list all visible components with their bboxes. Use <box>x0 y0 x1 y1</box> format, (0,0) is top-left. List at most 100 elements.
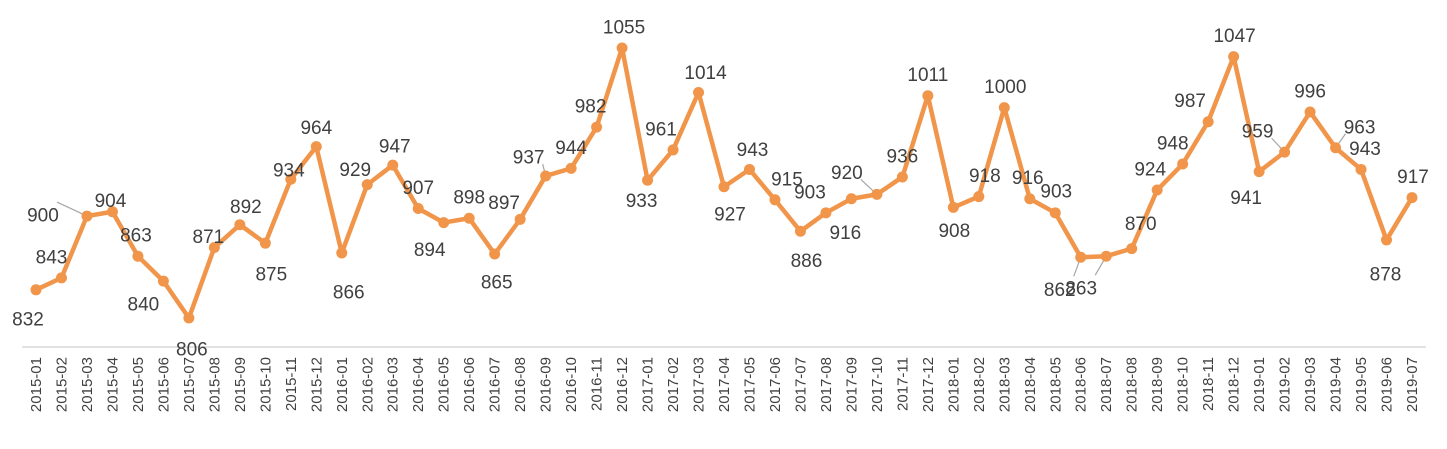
data-label: 959 <box>1242 122 1274 143</box>
x-tick-label: 2018-03 <box>996 357 1013 412</box>
data-label: 916 <box>830 223 862 244</box>
x-tick-label: 2017-05 <box>741 357 758 412</box>
data-label: 941 <box>1230 188 1262 209</box>
x-tick-label: 2016-07 <box>487 357 504 412</box>
data-point <box>565 162 577 174</box>
data-label: 936 <box>887 147 919 168</box>
data-point <box>387 159 399 171</box>
data-label: 832 <box>12 309 44 330</box>
x-tick-label: 2017-08 <box>818 357 835 412</box>
x-tick-label: 2015-09 <box>232 357 249 412</box>
data-label: 907 <box>402 178 434 199</box>
data-point <box>1406 192 1418 204</box>
x-tick-label: 2016-04 <box>410 357 427 412</box>
data-point <box>1126 243 1138 255</box>
data-label: 996 <box>1294 81 1326 102</box>
data-label: 982 <box>575 97 607 118</box>
x-tick-label: 2016-03 <box>385 357 402 412</box>
x-tick-label: 2017-06 <box>767 357 784 412</box>
data-point <box>1049 207 1061 219</box>
data-point <box>1304 106 1316 118</box>
x-tick-label: 2018-09 <box>1149 357 1166 412</box>
data-label: 903 <box>794 182 826 203</box>
data-point <box>1279 146 1291 158</box>
data-label: 961 <box>645 119 677 140</box>
data-point <box>871 188 883 200</box>
x-tick-label: 2018-07 <box>1098 357 1115 412</box>
x-tick-label: 2018-11 <box>1200 357 1217 411</box>
data-label: 886 <box>791 251 823 272</box>
data-point <box>132 250 144 262</box>
data-point <box>514 213 526 225</box>
data-point <box>1253 166 1265 178</box>
data-label: 947 <box>379 137 411 158</box>
x-tick-label: 2015-01 <box>28 357 45 412</box>
data-point <box>591 121 603 133</box>
x-tick-label: 2018-01 <box>945 357 962 412</box>
data-point <box>973 191 985 203</box>
x-tick-label: 2017-11 <box>894 357 911 411</box>
data-point <box>285 173 297 185</box>
data-label: 929 <box>339 160 371 181</box>
data-label: 843 <box>36 247 68 268</box>
data-point <box>106 206 118 218</box>
data-label: 963 <box>1344 117 1376 138</box>
data-label: 875 <box>255 265 287 286</box>
data-point <box>81 210 93 222</box>
data-label: 943 <box>1349 139 1381 160</box>
x-tick-label: 2019-02 <box>1277 357 1294 412</box>
data-label: 862 <box>1044 280 1076 301</box>
x-tick-label: 2018-08 <box>1124 357 1141 412</box>
x-tick-label: 2015-03 <box>79 357 96 412</box>
x-tick-label: 2016-08 <box>512 357 529 412</box>
data-label: 943 <box>737 140 769 161</box>
data-label: 865 <box>481 273 513 294</box>
x-tick-label: 2017-03 <box>691 357 708 412</box>
x-tick-label: 2018-06 <box>1073 357 1090 412</box>
data-label: 924 <box>1134 160 1166 181</box>
data-point <box>336 247 348 259</box>
x-tick-label: 2019-04 <box>1328 357 1345 412</box>
data-label: 878 <box>1370 264 1402 285</box>
data-label: 1014 <box>684 63 727 84</box>
x-tick-labels: 2015-01 2015-02 2015-03 2015-04 2015-05 2015-… <box>28 357 1421 412</box>
data-label: 840 <box>128 295 160 316</box>
x-tick-label: 2015-02 <box>53 357 70 412</box>
x-tick-label: 2016-12 <box>614 357 631 412</box>
x-tick-label: 2019-01 <box>1251 357 1268 412</box>
data-label: 871 <box>193 227 225 248</box>
data-label: 806 <box>176 340 208 361</box>
data-point <box>743 163 755 175</box>
data-point <box>667 144 679 156</box>
data-label: 892 <box>230 197 262 218</box>
data-label: 904 <box>95 191 127 212</box>
data-point <box>718 181 730 193</box>
x-tick-label: 2018-05 <box>1047 357 1064 412</box>
data-point <box>1075 251 1087 263</box>
data-point <box>183 312 195 324</box>
data-label: 898 <box>453 188 485 209</box>
data-point <box>794 225 806 237</box>
data-point <box>234 219 246 231</box>
label-leader <box>56 201 88 217</box>
data-label: 916 <box>1012 168 1044 189</box>
data-label: 863 <box>120 226 152 247</box>
data-point <box>1381 234 1393 246</box>
data-point <box>1024 193 1036 205</box>
x-tick-label: 2018-02 <box>971 357 988 412</box>
data-label: 918 <box>969 166 1001 187</box>
data-point <box>361 179 373 191</box>
x-tick-label: 2017-01 <box>640 357 657 412</box>
data-point <box>820 207 832 219</box>
data-label: 937 <box>513 147 545 168</box>
x-tick-label: 2016-02 <box>359 357 376 412</box>
data-label: 894 <box>414 240 446 261</box>
data-label: 944 <box>555 138 587 159</box>
data-label: 927 <box>714 204 746 225</box>
x-tick-label: 2015-06 <box>155 357 172 412</box>
data-point <box>922 90 934 102</box>
data-point <box>438 217 450 229</box>
data-point <box>310 141 322 153</box>
data-label: 1011 <box>907 65 948 86</box>
